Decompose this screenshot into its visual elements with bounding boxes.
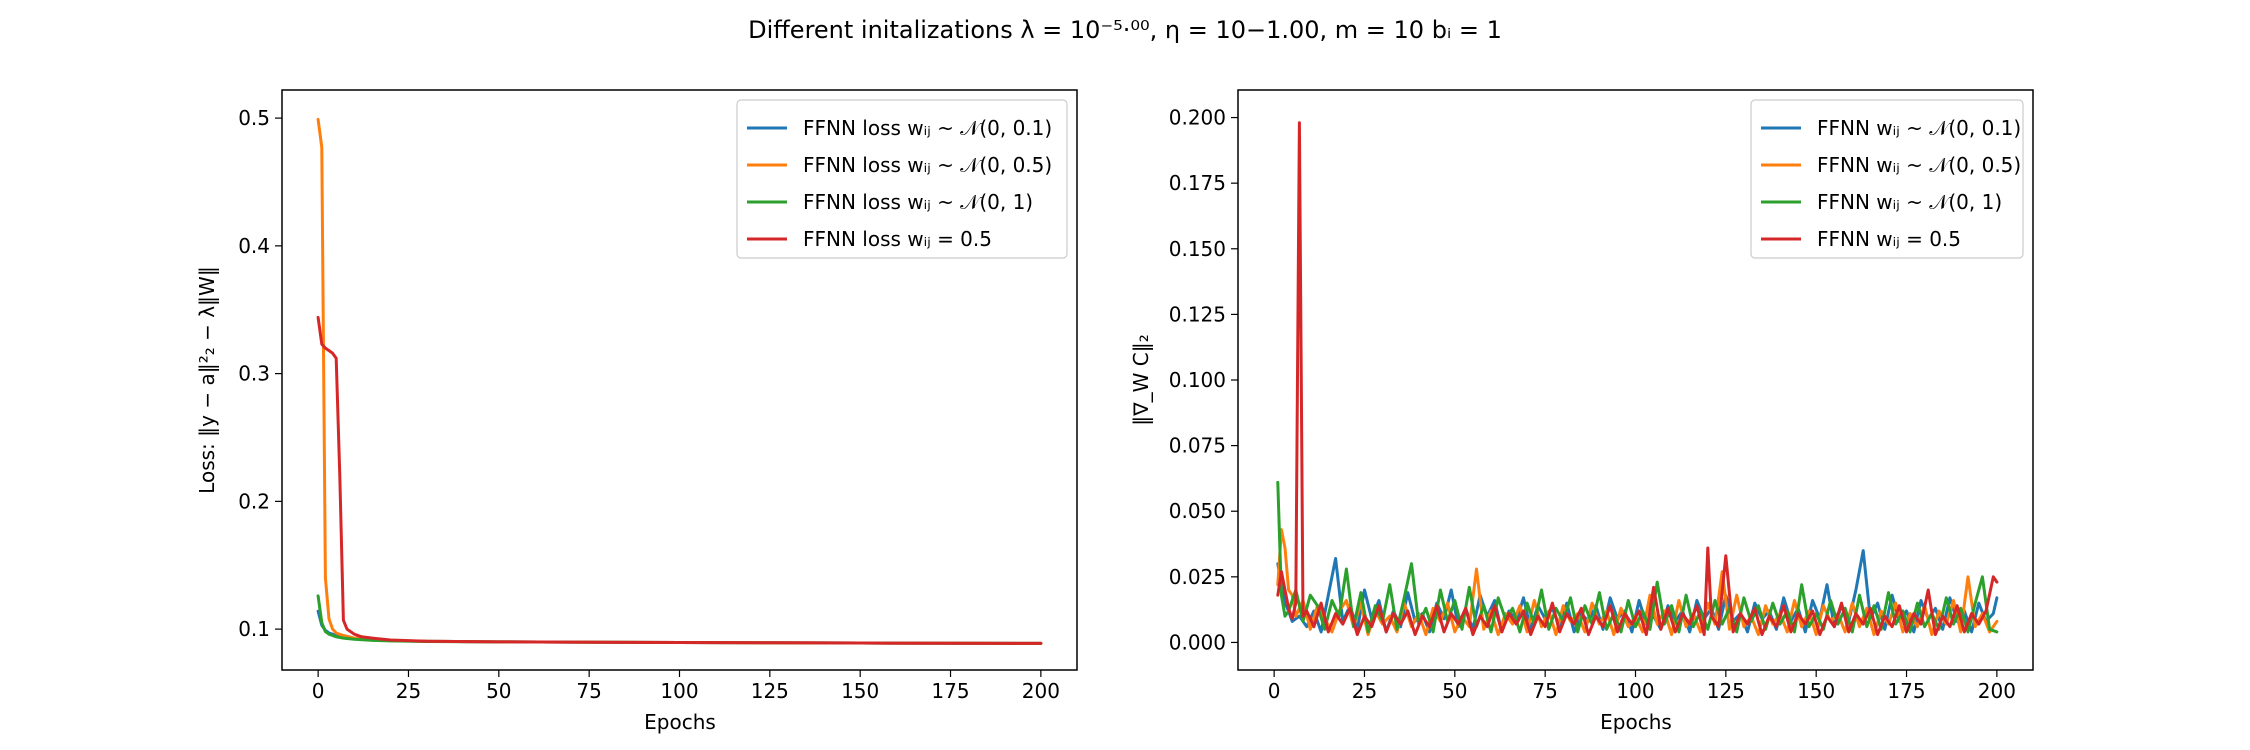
- gradient-y-tick-label: 0.125: [1169, 302, 1226, 326]
- gradient-legend-label: FFNN wᵢⱼ ~ 𝒩(0, 0.5): [1817, 153, 2021, 177]
- loss-y-tick-label: 0.4: [238, 234, 270, 258]
- gradient-legend-label: FFNN wᵢⱼ ~ 𝒩(0, 1): [1817, 190, 2002, 214]
- gradient-y-axis-label: ‖∇_W C‖₂: [1129, 334, 1153, 426]
- loss-x-tick-label: 25: [396, 679, 421, 703]
- loss-axes: 0 25 50 75 100 125 150 175 200 0.1 0.2 0.3 0.4 0.5 E…: [195, 89, 1078, 734]
- gradient-x-tick-label: 200: [1978, 679, 2016, 703]
- gradient-y-tick-label: 0.150: [1169, 237, 1226, 261]
- gradient-x-tick-label: 75: [1532, 679, 1557, 703]
- gradient-y-tick-label: 0.175: [1169, 171, 1226, 195]
- loss-series-line-3: [316, 315, 1043, 645]
- gradient-y-tick-label: 0.100: [1169, 368, 1226, 392]
- gradient-y-tick-label: 0.200: [1169, 106, 1226, 130]
- loss-legend-label: FFNN loss wᵢⱼ ~ 𝒩(0, 0.1): [803, 116, 1052, 140]
- gradient-y-ticks: 0.000 0.025 0.050 0.075 0.100 0.125 0.150 0.175…: [1169, 106, 1238, 654]
- gradient-y-tick-label: 0.050: [1169, 499, 1226, 523]
- loss-x-tick-label: 50: [486, 679, 511, 703]
- loss-y-ticks: 0.1 0.2 0.3 0.4 0.5: [238, 106, 282, 641]
- loss-x-tick-label: 200: [1022, 679, 1060, 703]
- gradient-x-axis-label: Epochs: [1600, 710, 1672, 734]
- loss-x-tick-label: 125: [751, 679, 789, 703]
- gradient-x-tick-label: 100: [1616, 679, 1654, 703]
- loss-legend: FFNN loss wᵢⱼ ~ 𝒩(0, 0.1) FFNN loss wᵢⱼ ~…: [736, 99, 1068, 259]
- gradient-y-tick-label: 0.075: [1169, 434, 1226, 458]
- loss-legend-label: FFNN loss wᵢⱼ = 0.5: [803, 227, 992, 251]
- loss-y-tick-label: 0.3: [238, 362, 270, 386]
- loss-y-axis-label: Loss: ‖y − a‖²₂ − λ‖W‖: [195, 266, 219, 494]
- gradient-series-line-2: [1276, 480, 1999, 634]
- gradient-legend-label: FFNN wᵢⱼ ~ 𝒩(0, 0.1): [1817, 116, 2021, 140]
- gradient-legend: FFNN wᵢⱼ ~ 𝒩(0, 0.1) FFNN wᵢⱼ ~ 𝒩(0, 0.5)…: [1750, 99, 2024, 259]
- gradient-x-tick-label: 150: [1797, 679, 1835, 703]
- gradient-norm-axes: 0 25 50 75 100 125 150 175 200 0.0000.0250.0500.…: [1129, 89, 2034, 734]
- gradient-x-tick-label: 0: [1268, 679, 1281, 703]
- gradient-legend-label: FFNN wᵢⱼ = 0.5: [1817, 227, 1961, 251]
- gradient-x-tick-label: 125: [1707, 679, 1745, 703]
- figure-title: Different initalizations λ = 10⁻⁵·⁰⁰, η …: [748, 16, 1502, 44]
- gradient-series-layer: [1276, 121, 1999, 637]
- loss-legend-box: [736, 99, 1068, 259]
- gradient-x-tick-label: 25: [1352, 679, 1377, 703]
- loss-legend-label: FFNN loss wᵢⱼ ~ 𝒩(0, 1): [803, 190, 1033, 214]
- gradient-series-line-3: [1276, 121, 1999, 637]
- gradient-x-tick-label: 175: [1887, 679, 1925, 703]
- loss-x-tick-label: 100: [660, 679, 698, 703]
- loss-x-tick-label: 75: [576, 679, 601, 703]
- gradient-y-tick-label: 0.000: [1169, 630, 1226, 654]
- gradient-y-tick-label: 0.025: [1169, 565, 1226, 589]
- loss-y-tick-label: 0.1: [238, 617, 270, 641]
- loss-series-layer: [316, 117, 1043, 645]
- gradient-x-tick-label: 50: [1442, 679, 1467, 703]
- loss-x-tick-label: 175: [931, 679, 969, 703]
- loss-y-tick-label: 0.2: [238, 489, 270, 513]
- loss-x-tick-label: 150: [841, 679, 879, 703]
- loss-x-ticks: 0 25 50 75 100 125 150 175 200: [312, 670, 1060, 703]
- gradient-x-ticks: 0 25 50 75 100 125 150 175 200: [1268, 670, 2016, 703]
- loss-x-tick-label: 0: [312, 679, 325, 703]
- gradient-legend-box: [1750, 99, 2024, 259]
- loss-y-tick-label: 0.5: [238, 106, 270, 130]
- loss-x-axis-label: Epochs: [644, 710, 716, 734]
- loss-legend-label: FFNN loss wᵢⱼ ~ 𝒩(0, 0.5): [803, 153, 1052, 177]
